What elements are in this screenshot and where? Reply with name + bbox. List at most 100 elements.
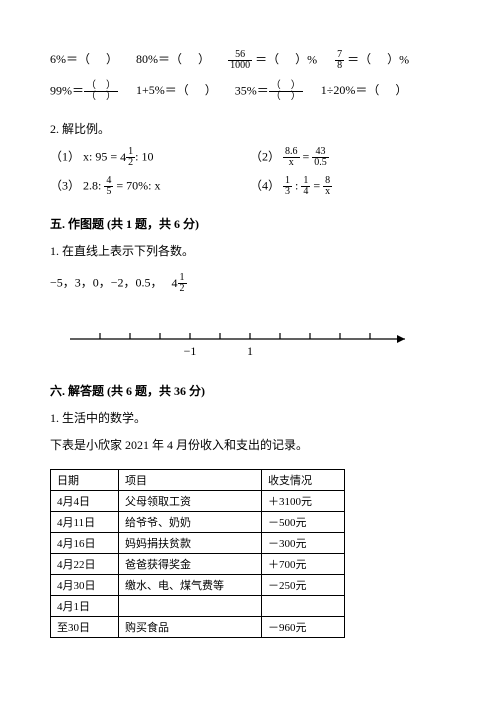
section6-desc: 下表是小欣家 2021 年 4 月份收入和支出的记录。 <box>50 436 450 453</box>
eq-1plus5pct: 1+5%＝ <box>136 81 217 102</box>
table-row: 4月30日缴水、电、煤气费等－250元 <box>51 575 345 596</box>
label: （1） <box>50 149 80 163</box>
eq-row-2: （3） 2.8: 45 = 70%: x （4） 13 : 14 = 8x <box>50 176 450 197</box>
section6-title: 六. 解答题 (共 6 题，共 36 分) <box>50 382 450 399</box>
table-cell: 购买食品 <box>119 617 262 638</box>
lhs: 99%＝ <box>50 83 84 97</box>
table-cell: －250元 <box>262 575 345 596</box>
table-cell: 4月30日 <box>51 575 119 596</box>
before: x: 95 = <box>83 149 120 163</box>
label: （3） <box>50 178 80 192</box>
blank-frac: （ ）（ ） <box>84 81 118 102</box>
blank <box>78 50 118 67</box>
table-row: 4月4日父母领取工资＋3100元 <box>51 491 345 512</box>
table-cell: ＋700元 <box>262 554 345 575</box>
eq-35pct: 35%＝（ ）（ ） <box>235 81 303 102</box>
mid: = 70%: x <box>113 178 160 192</box>
table-cell: －960元 <box>262 617 345 638</box>
table-cell: 至30日 <box>51 617 119 638</box>
table-cell: －300元 <box>262 533 345 554</box>
lhs: 35%＝ <box>235 83 269 97</box>
frac1: 8.6x <box>283 147 300 168</box>
section6-q1: 1. 生活中的数学。 <box>50 409 450 426</box>
label: （4） <box>250 178 280 192</box>
eq2: （2） 8.6x = 430.5 <box>250 147 450 168</box>
eq-99pct: 99%＝（ ）（ ） <box>50 81 118 102</box>
eq-1div20pct: 1÷20%＝ <box>321 81 408 102</box>
fraction: 561000 <box>228 50 252 71</box>
eq3: （3） 2.8: 45 = 70%: x <box>50 176 250 197</box>
table-row: 4月1日 <box>51 596 345 617</box>
section5-nums: −5，3，0，−2，0.5， 412 <box>50 273 450 294</box>
fraction: 78 <box>335 50 344 71</box>
blank <box>170 50 210 67</box>
tail: % <box>399 52 409 66</box>
lhs: 80%＝ <box>136 52 170 66</box>
table-cell: 4月16日 <box>51 533 119 554</box>
eq: = <box>300 149 313 163</box>
percent-row-2: 99%＝（ ）（ ） 1+5%＝ 35%＝（ ）（ ） 1÷20%＝ <box>50 81 450 102</box>
mid: ＝ <box>347 52 359 66</box>
number-line: −1 1 <box>50 314 450 364</box>
table-row: 4月11日给爷爷、奶奶－500元 <box>51 512 345 533</box>
eq-row-1: （1） x: 95 = 412: 10 （2） 8.6x = 430.5 <box>50 147 450 168</box>
mid: ＝ <box>255 52 267 66</box>
table-cell: －500元 <box>262 512 345 533</box>
eq-6pct: 6%＝ <box>50 50 118 71</box>
table-row: 4月16日妈妈捐扶贫款－300元 <box>51 533 345 554</box>
eq: = <box>310 178 323 192</box>
table-cell: 4月1日 <box>51 596 119 617</box>
blank <box>367 81 407 98</box>
frac3: 8x <box>323 176 332 197</box>
q2-label: 2. 解比例。 <box>50 120 450 137</box>
frac2: 14 <box>301 176 310 197</box>
label: （2） <box>250 149 280 163</box>
mixed-frac: 412 <box>172 273 187 294</box>
blank <box>267 50 307 67</box>
section5-title: 五. 作图题 (共 1 题，共 6 分) <box>50 215 450 232</box>
frac1: 13 <box>283 176 292 197</box>
eq-56-1000: 561000 ＝% <box>228 50 317 71</box>
blank <box>177 81 217 98</box>
eq-80pct: 80%＝ <box>136 50 210 71</box>
table-cell <box>262 596 345 617</box>
income-table: 日期项目收支情况4月4日父母领取工资＋3100元4月11日给爷爷、奶奶－500元… <box>50 469 345 638</box>
mixed-frac: 412 <box>120 147 135 168</box>
eq4: （4） 13 : 14 = 8x <box>250 176 450 197</box>
percent-row-1: 6%＝ 80%＝ 561000 ＝% 78 ＝% <box>50 50 450 71</box>
table-cell: 父母领取工资 <box>119 491 262 512</box>
number-line-svg: −1 1 <box>50 314 410 364</box>
eq-7-8: 78 ＝% <box>335 50 409 71</box>
after: : 10 <box>135 149 153 163</box>
table-header: 项目 <box>119 470 262 491</box>
blank-frac: （ ）（ ） <box>269 81 303 102</box>
blank <box>359 50 399 67</box>
eq1: （1） x: 95 = 412: 10 <box>50 147 250 168</box>
lhs: 1+5%＝ <box>136 83 177 97</box>
lhs: 6%＝ <box>50 52 78 66</box>
table-header: 日期 <box>51 470 119 491</box>
table-row: 至30日购买食品－960元 <box>51 617 345 638</box>
frac: 45 <box>104 176 113 197</box>
table-header: 收支情况 <box>262 470 345 491</box>
before: 2.8: <box>83 178 104 192</box>
svg-text:1: 1 <box>247 344 253 358</box>
frac2: 430.5 <box>312 147 329 168</box>
table-row: 4月22日爸爸获得奖金＋700元 <box>51 554 345 575</box>
svg-text:−1: −1 <box>184 344 197 358</box>
tail: % <box>307 52 317 66</box>
table-cell: 4月22日 <box>51 554 119 575</box>
colon: : <box>292 178 301 192</box>
lhs: 1÷20%＝ <box>321 83 368 97</box>
table-cell: 给爷爷、奶奶 <box>119 512 262 533</box>
table-cell: 爸爸获得奖金 <box>119 554 262 575</box>
table-cell: 4月11日 <box>51 512 119 533</box>
table-cell: 4月4日 <box>51 491 119 512</box>
table-cell: ＋3100元 <box>262 491 345 512</box>
page: 6%＝ 80%＝ 561000 ＝% 78 ＝% 99%＝（ ）（ ） 1+5%… <box>0 0 500 668</box>
table-cell <box>119 596 262 617</box>
table-cell: 缴水、电、煤气费等 <box>119 575 262 596</box>
nums-text: −5，3，0，−2，0.5， <box>50 275 163 289</box>
section5-q1: 1. 在直线上表示下列各数。 <box>50 242 450 259</box>
table-cell: 妈妈捐扶贫款 <box>119 533 262 554</box>
